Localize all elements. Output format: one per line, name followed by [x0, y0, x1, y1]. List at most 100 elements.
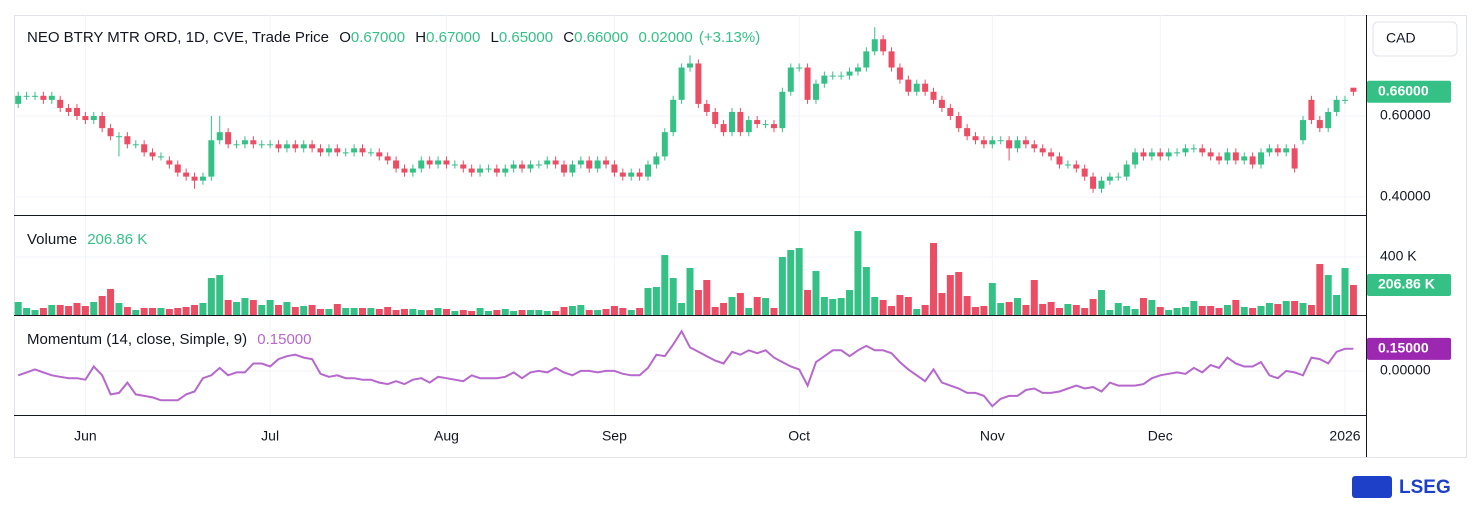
- volume-bar: [149, 308, 157, 315]
- candle-body: [1174, 152, 1181, 154]
- volume-bar: [720, 303, 728, 315]
- candle-body: [342, 152, 349, 154]
- candle-body: [846, 71, 853, 76]
- volume-bar: [1072, 305, 1080, 315]
- candle-body: [317, 148, 324, 153]
- volume-bar: [224, 300, 232, 315]
- candle-body: [1249, 156, 1256, 165]
- x-tick-label: Sep: [602, 428, 627, 444]
- candle-body: [82, 116, 89, 121]
- candle-body: [493, 168, 500, 173]
- candle-body: [485, 168, 492, 170]
- candle-body: [275, 144, 282, 149]
- momentum-line: [17, 329, 1354, 408]
- candle-body: [216, 132, 223, 141]
- volume-bar: [762, 298, 770, 315]
- candle-body: [199, 176, 206, 181]
- volume-bar: [946, 275, 954, 315]
- candle-body: [1342, 99, 1349, 101]
- candle-body: [468, 168, 475, 173]
- volume-bar: [955, 272, 963, 315]
- volume-bar: [837, 298, 845, 315]
- candle-body: [1300, 120, 1307, 141]
- volume-bar: [1131, 309, 1139, 315]
- volume-bar: [501, 309, 509, 315]
- candle-body: [527, 164, 534, 169]
- volume-bar: [191, 305, 199, 315]
- volume-legend: Volume 206.86 K: [27, 231, 147, 248]
- volume-bar: [602, 309, 610, 315]
- candle-body: [913, 83, 920, 92]
- x-tick-label: Jun: [74, 428, 97, 444]
- volume-bar: [73, 303, 81, 315]
- momentum-legend: Momentum (14, close, Simple, 9) 0.15000: [27, 331, 311, 348]
- candle-body: [661, 132, 668, 157]
- volume-bar: [1156, 307, 1164, 315]
- volume-bar: [661, 255, 669, 315]
- candle-body: [502, 168, 509, 173]
- candle-body: [1148, 152, 1155, 157]
- candle-body: [393, 160, 400, 169]
- volume-bar: [980, 306, 988, 315]
- volume-bar: [123, 307, 131, 315]
- change-pct: (+3.13%): [699, 29, 760, 46]
- candle-body: [132, 144, 139, 146]
- volume-bar: [1316, 264, 1324, 315]
- volume-bar: [997, 303, 1005, 315]
- volume-bar: [1249, 308, 1257, 315]
- candle-body: [73, 107, 80, 117]
- volume-bar: [132, 310, 140, 315]
- ohlc-value: 0.66000: [574, 29, 628, 46]
- candle-body: [418, 160, 425, 169]
- candle-body: [40, 95, 47, 100]
- candle-body: [409, 168, 416, 173]
- volume-name: Volume: [27, 231, 77, 248]
- candle-body: [426, 160, 433, 165]
- volume-bar: [812, 271, 820, 315]
- marks: [14, 27, 1357, 408]
- momentum-last: 0.15000: [257, 331, 311, 348]
- price-tag-label: 206.86 K: [1378, 276, 1435, 292]
- candle-body: [577, 160, 584, 165]
- candle-body: [233, 144, 240, 146]
- candle-body: [1132, 152, 1139, 165]
- currency-button[interactable]: [1372, 21, 1458, 57]
- candle-body: [376, 152, 383, 157]
- candle-body: [930, 91, 937, 100]
- candle-body: [947, 107, 954, 117]
- candle-body: [871, 39, 878, 52]
- volume-bar: [333, 304, 341, 315]
- volume-bar: [871, 297, 879, 315]
- volume-bar: [1282, 301, 1290, 315]
- tags: 0.66000 206.86 K 0.15000: [1367, 80, 1451, 360]
- candle-body: [309, 144, 316, 149]
- logo-mark: [1352, 476, 1392, 498]
- candle-body: [796, 67, 803, 69]
- volume-bar: [392, 310, 400, 315]
- volume-bar: [518, 310, 526, 315]
- candle-body: [174, 164, 181, 173]
- candle-body: [997, 140, 1004, 142]
- volume-bar: [560, 307, 568, 315]
- volume-bar: [90, 302, 98, 315]
- candle-body: [972, 136, 979, 141]
- volume-bar: [879, 300, 887, 315]
- candle-body: [1081, 168, 1088, 177]
- volume-bar: [174, 308, 182, 315]
- candle-body: [880, 39, 887, 52]
- brand-logo: LSEG: [1352, 476, 1451, 498]
- volume-bar: [636, 308, 644, 315]
- volume-bar: [594, 310, 602, 315]
- volume-bar: [510, 311, 518, 315]
- volume-bar: [1005, 302, 1013, 315]
- candle-body: [1316, 120, 1323, 129]
- candle-body: [435, 160, 442, 165]
- legend: NEO BTRY MTR ORD, 1D, CVE, Trade Price O…: [27, 29, 760, 46]
- volume-bar: [1055, 308, 1063, 315]
- ohlc-name: H: [415, 29, 426, 46]
- volume-bar: [745, 308, 753, 315]
- candle-body: [1006, 140, 1013, 149]
- currency: CAD: [1386, 30, 1416, 46]
- candle-body: [1056, 156, 1063, 165]
- volume-bar: [711, 307, 719, 315]
